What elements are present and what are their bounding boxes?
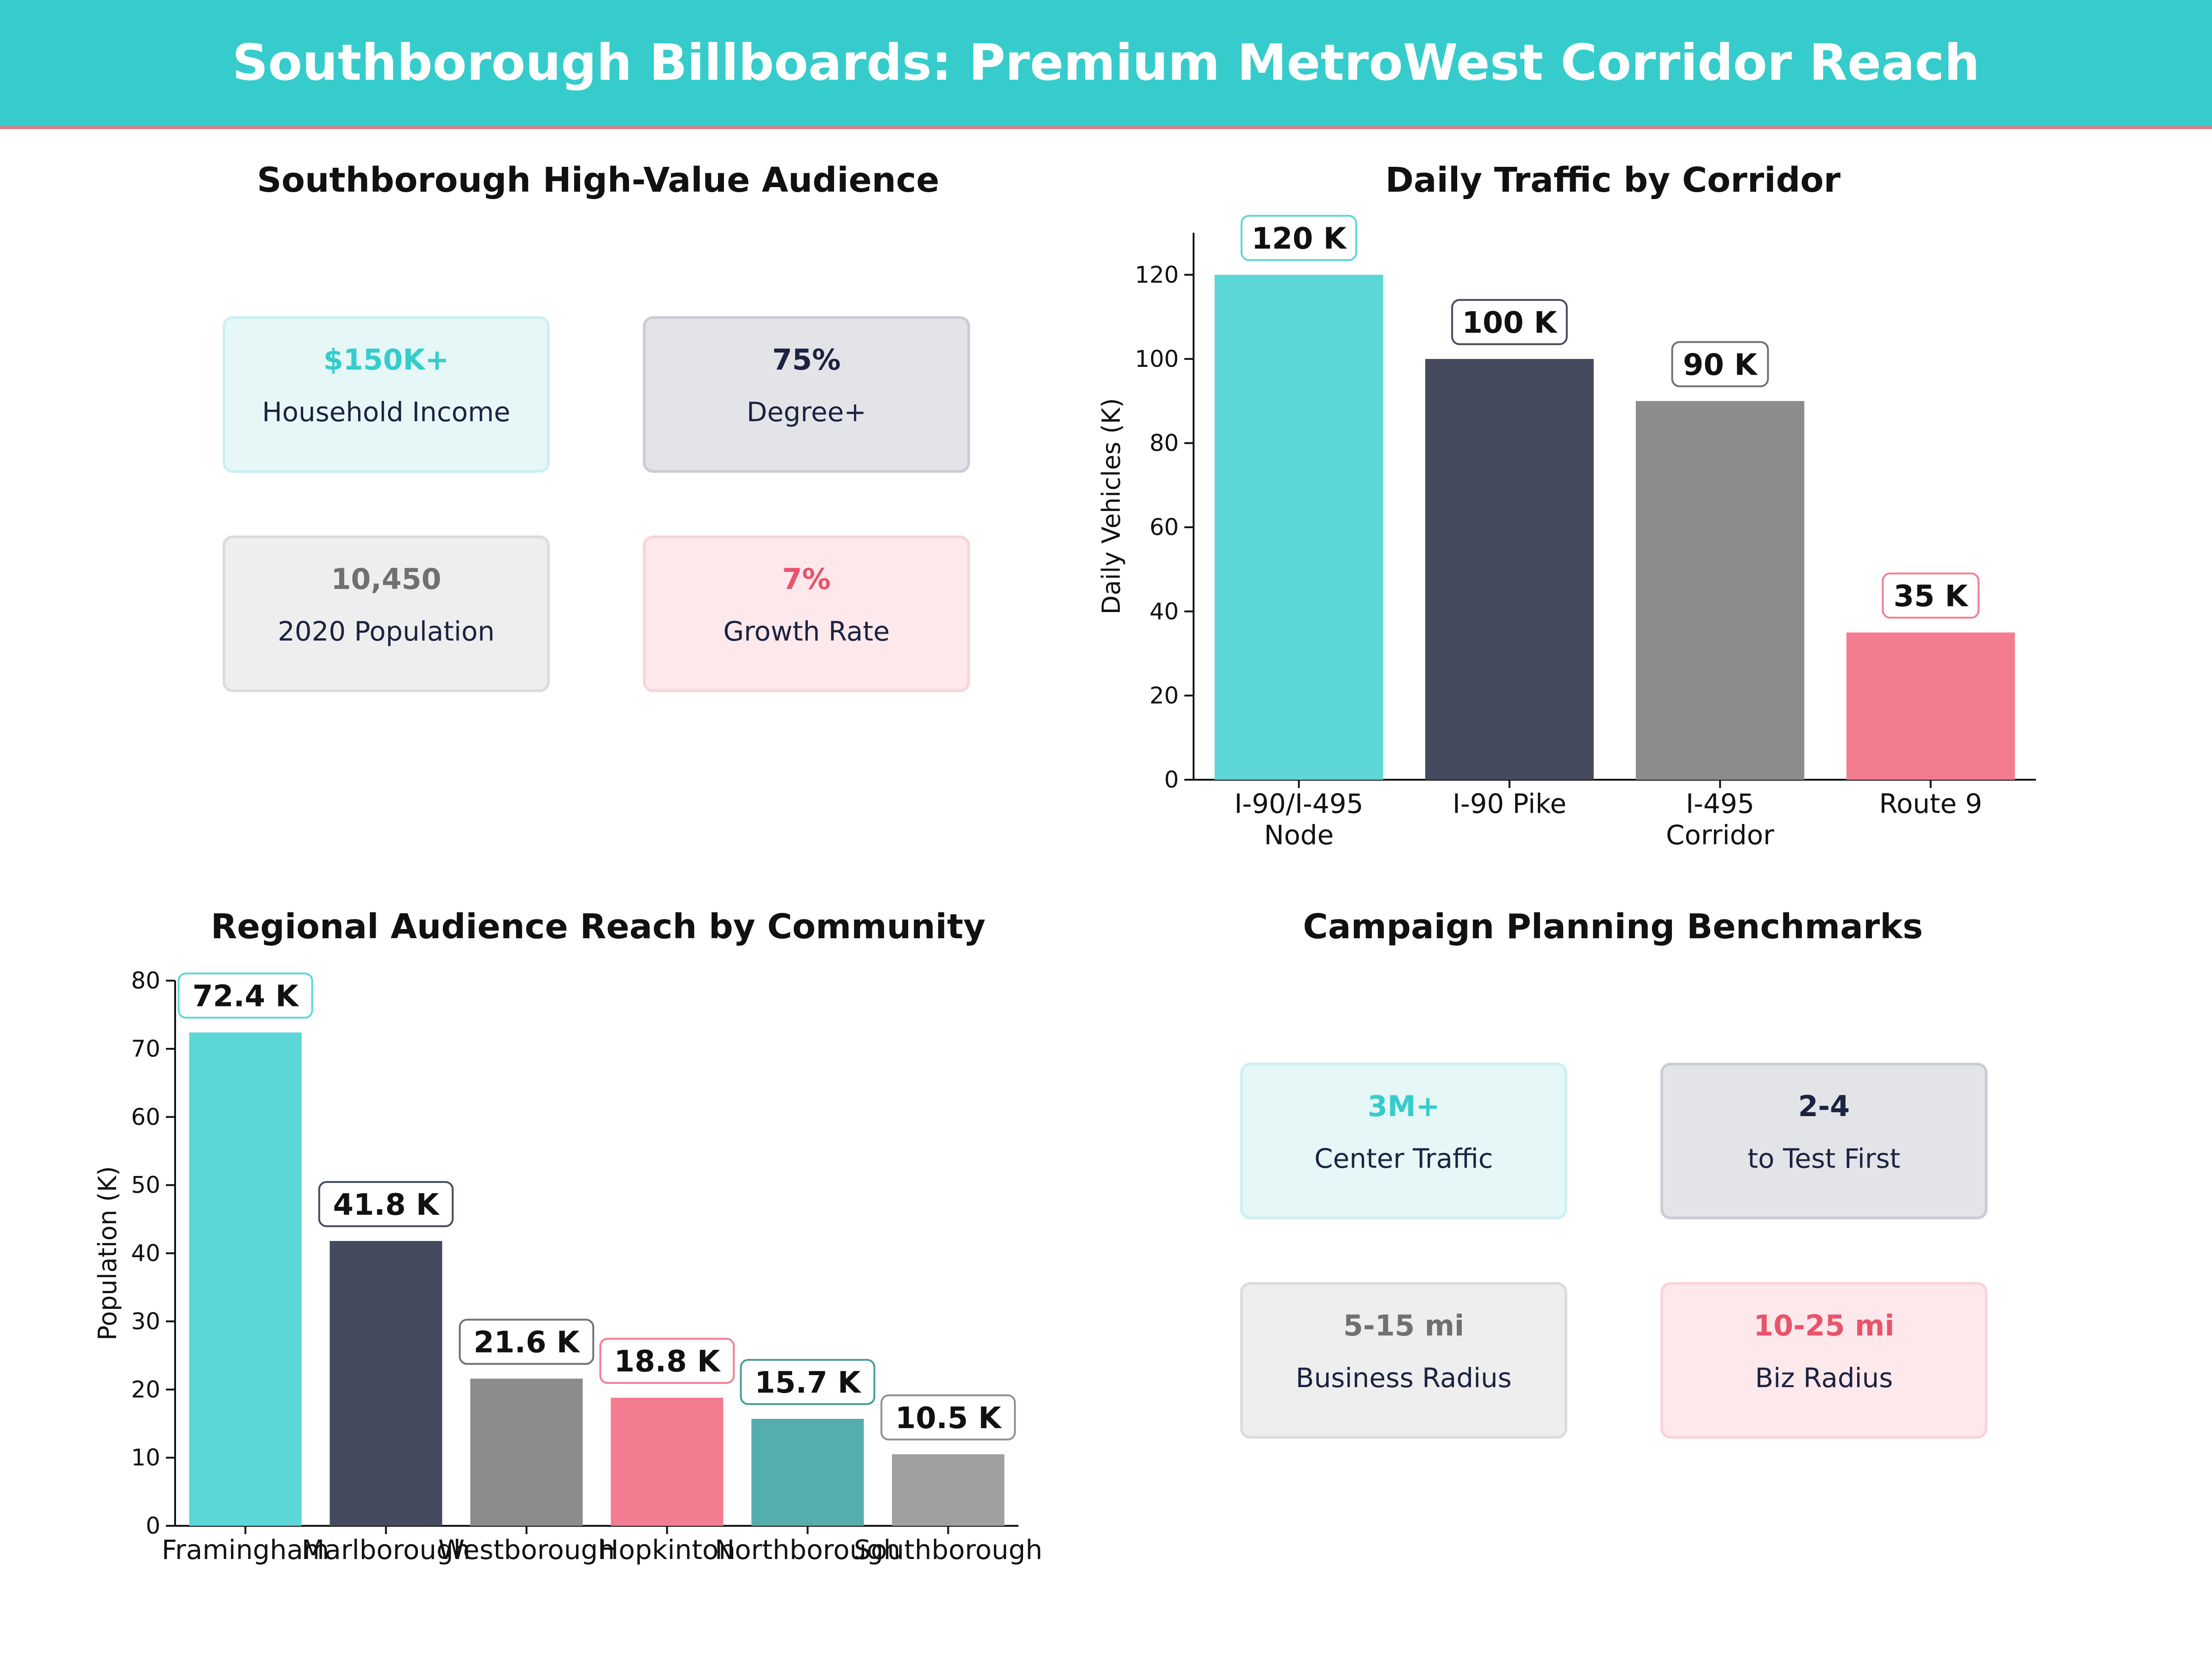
x-tick-label: Southborough <box>854 1534 1042 1565</box>
data-label-box <box>1241 215 1357 261</box>
y-tick-label: 40 <box>131 1240 160 1267</box>
stat-value: $150K+ <box>323 343 449 377</box>
y-tick-label: 120 <box>1135 261 1179 288</box>
y-tick-label: 20 <box>1149 682 1179 709</box>
data-label-box <box>1882 572 1980 619</box>
y-tick-label: 100 <box>1135 346 1179 372</box>
data-label: 35 K <box>1894 579 1969 613</box>
benchmark-value: 3M+ <box>1367 1089 1440 1123</box>
y-tick-label: 30 <box>131 1308 160 1335</box>
x-tick-label: Route 9 <box>1879 788 1983 819</box>
stat-value: 7% <box>782 562 831 596</box>
y-tick-label: 60 <box>131 1104 160 1130</box>
y-tick-label: 0 <box>1164 766 1179 793</box>
y-tick-label: 80 <box>1149 430 1179 457</box>
data-label: 72.4 K <box>193 979 300 1013</box>
y-tick-label: 20 <box>131 1376 160 1403</box>
data-label-box <box>740 1359 876 1405</box>
x-tick-label: Northborough <box>715 1534 900 1565</box>
data-label: 15.7 K <box>755 1366 862 1400</box>
benchmark-label: Center Traffic <box>1314 1143 1493 1174</box>
stat-card-degree: 75% Degree+ <box>643 316 970 473</box>
y-axis-label: Daily Vehicles (K) <box>1097 398 1126 615</box>
y-tick-label: 80 <box>131 967 160 994</box>
bar <box>892 1454 1005 1526</box>
y-tick-label: 70 <box>131 1035 160 1062</box>
stat-card-growth-rate: 7% Growth Rate <box>643 535 970 692</box>
bar <box>329 1241 442 1526</box>
stat-label: Growth Rate <box>723 616 890 647</box>
benchmark-card-center-traffic: 3M+ Center Traffic <box>1240 1063 1567 1219</box>
data-label: 120 K <box>1252 222 1347 256</box>
benchmark-label: Biz Radius <box>1755 1362 1893 1394</box>
bar <box>1214 275 1383 780</box>
data-label-box <box>318 1181 454 1227</box>
data-label-box <box>1671 341 1769 388</box>
benchmark-card-business-radius: 5-15 mi Business Radius <box>1240 1282 1567 1439</box>
traffic-chart-title: Daily Traffic by Corridor <box>1385 160 1841 200</box>
benchmarks-title: Campaign Planning Benchmarks <box>1303 907 1923 947</box>
x-tick-label: I-90 Pike <box>1453 788 1566 819</box>
bar <box>611 1397 724 1526</box>
benchmark-card-test-first: 2-4 to Test First <box>1660 1063 1988 1219</box>
audience-title: Southborough High-Value Audience <box>257 160 940 200</box>
bar <box>1425 359 1594 780</box>
data-label: 90 K <box>1683 348 1758 382</box>
header-bar: Southborough Billboards: Premium MetroWe… <box>0 0 2212 129</box>
benchmark-value: 2-4 <box>1798 1089 1850 1123</box>
stat-label: Degree+ <box>747 396 866 428</box>
stat-label: 2020 Population <box>277 616 495 647</box>
data-label-box <box>880 1394 1016 1441</box>
page-title: Southborough Billboards: Premium MetroWe… <box>232 34 1980 92</box>
x-tick-label: Marlborough <box>301 1534 470 1565</box>
bar <box>751 1418 864 1526</box>
benchmark-label: to Test First <box>1747 1143 1900 1174</box>
bar <box>470 1378 583 1526</box>
benchmark-card-biz-radius: 10-25 mi Biz Radius <box>1660 1282 1988 1439</box>
benchmark-value: 5-15 mi <box>1343 1309 1465 1342</box>
y-tick-label: 50 <box>131 1172 160 1199</box>
bar <box>1846 632 2015 780</box>
y-tick-label: 0 <box>146 1512 160 1539</box>
data-label-box <box>599 1337 735 1384</box>
x-tick-label: I-90/I-495 Node <box>1234 788 1363 851</box>
stat-value: 10,450 <box>331 562 441 596</box>
data-label-box <box>177 972 313 1019</box>
data-label: 100 K <box>1462 306 1558 340</box>
data-label: 21.6 K <box>474 1326 581 1360</box>
x-tick-label: Framingham <box>162 1534 329 1565</box>
data-label: 41.8 K <box>333 1188 440 1222</box>
stat-card-household-income: $150K+ Household Income <box>223 316 550 473</box>
bar <box>189 1032 302 1526</box>
x-tick-label: Westborough <box>438 1534 615 1565</box>
benchmark-label: Business Radius <box>1295 1362 1512 1394</box>
y-axis-label: Population (K) <box>93 1166 122 1340</box>
stat-card-population: 10,450 2020 Population <box>223 535 550 692</box>
stat-value: 75% <box>772 343 841 377</box>
stat-label: Household Income <box>262 396 511 428</box>
y-tick-label: 10 <box>131 1444 160 1471</box>
data-label: 18.8 K <box>614 1345 721 1379</box>
bar <box>1635 401 1805 780</box>
data-label: 10.5 K <box>895 1401 1002 1435</box>
data-label-box <box>459 1318 594 1365</box>
x-tick-label: Hopkinton <box>599 1534 735 1565</box>
y-tick-label: 40 <box>1149 598 1179 625</box>
x-tick-label: I-495 Corridor <box>1666 788 1774 851</box>
data-label-box <box>1451 299 1568 345</box>
benchmark-value: 10-25 mi <box>1753 1309 1894 1342</box>
community-chart-title: Regional Audience Reach by Community <box>211 907 986 947</box>
y-tick-label: 60 <box>1149 514 1179 541</box>
